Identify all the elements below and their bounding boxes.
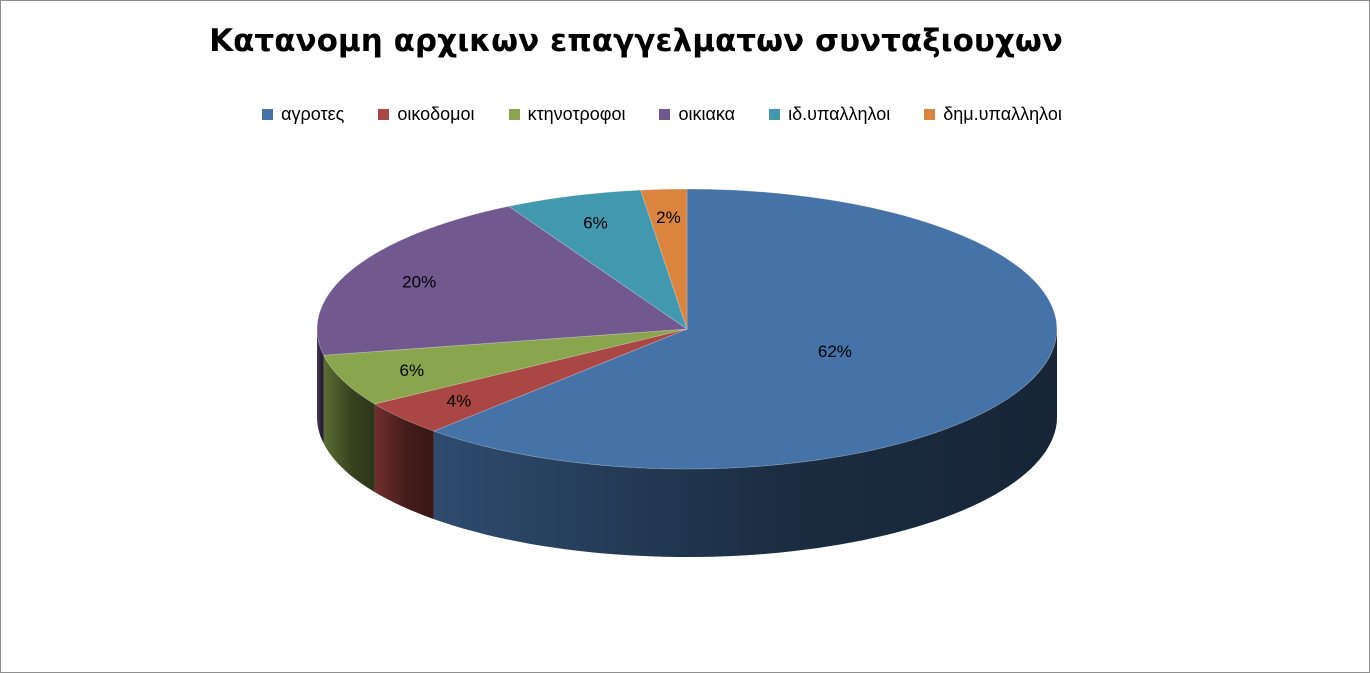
- pie-slice-δημ.υπαλληλοι: [640, 188, 688, 330]
- pie-slice-αγροτες: [432, 188, 1058, 470]
- pie-slice-ιδ.υπαλληλοι: [507, 189, 688, 331]
- pie-slice-side-shading: [317, 329, 324, 444]
- pie-side-walls: [317, 329, 1057, 557]
- legend-item: οικοδομοι: [378, 104, 475, 125]
- legend: αγροτες οικοδομοι κτηνοτροφοι οικιακα ιδ.υπα…: [1, 104, 1323, 125]
- data-label: 4%: [447, 391, 472, 410]
- data-label: 2%: [656, 208, 681, 227]
- legend-item: δημ.υπαλληλοι: [924, 104, 1062, 125]
- pie-top-faces: [316, 188, 1058, 470]
- legend-label: οικοδομοι: [397, 104, 475, 124]
- legend-label: κτηνοτροφοι: [527, 104, 626, 124]
- pie-slice-side-shading: [433, 329, 1057, 557]
- legend-swatch: [659, 109, 671, 120]
- pie-slice-side-shading: [374, 404, 434, 520]
- legend-swatch: [924, 109, 936, 120]
- legend-item: ιδ.υπαλληλοι: [769, 104, 890, 125]
- legend-item: οικιακα: [659, 104, 735, 125]
- legend-label: ιδ.υπαλληλοι: [788, 104, 891, 124]
- legend-label: δημ.υπαλληλοι: [943, 104, 1062, 124]
- legend-swatch: [378, 109, 390, 120]
- data-label: 6%: [583, 214, 608, 233]
- data-label: 62%: [818, 342, 852, 361]
- pie-slice-side-shading: [323, 355, 375, 492]
- chart-title: Κατανομη αρχικων επαγγελματων συνταξιουχ…: [209, 23, 1063, 59]
- legend-item: αγροτες: [262, 104, 344, 125]
- legend-swatch: [769, 109, 781, 120]
- pie-slice-οικοδομοι: [373, 328, 688, 432]
- data-label: 6%: [400, 361, 425, 380]
- legend-label: οικιακα: [678, 104, 736, 124]
- legend-swatch: [262, 109, 274, 120]
- data-label: 20%: [402, 272, 436, 291]
- legend-item: κτηνοτροφοι: [508, 104, 626, 125]
- legend-label: αγροτες: [281, 104, 345, 124]
- pie-slice-κτηνοτροφοι: [322, 328, 688, 405]
- pie-data-labels: 62% 4% 6% 20% 6% 2%: [400, 208, 852, 410]
- pie-slice-οικιακα: [316, 205, 689, 356]
- legend-swatch: [508, 109, 520, 120]
